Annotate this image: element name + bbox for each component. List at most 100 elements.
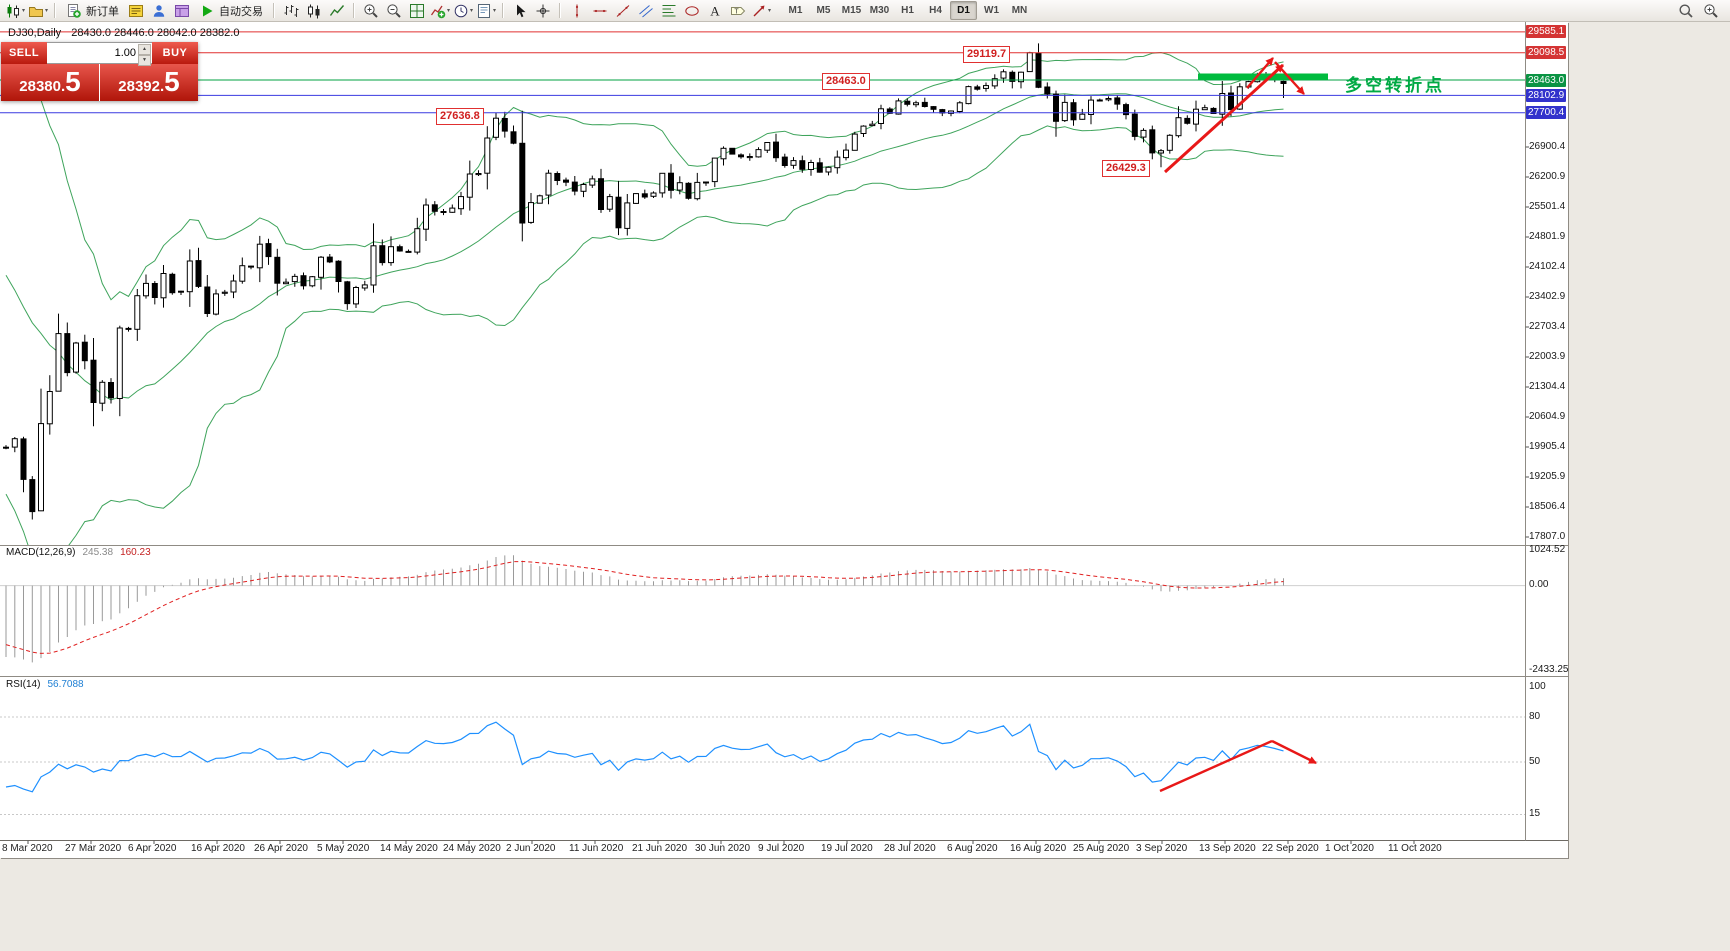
- macd-indicator-label: MACD(12,26,9) 245.38 160.23: [6, 547, 151, 558]
- chart-plot-area[interactable]: [0, 22, 1568, 858]
- rsi-name: RSI(14): [6, 679, 41, 690]
- cursor-button[interactable]: [509, 1, 531, 20]
- timeframe-mn-button[interactable]: MN: [1011, 5, 1028, 16]
- dropdown-caret-icon: ▾: [469, 8, 473, 14]
- symbol-search-button[interactable]: [1700, 1, 1722, 20]
- bar-chart-button[interactable]: [280, 1, 302, 20]
- chart-annotations: 29119.7 28463.0 27636.8 26429.3: [0, 22, 1568, 858]
- volume-field: ▲ ▼: [47, 42, 152, 66]
- autotrading-button[interactable]: 自动交易: [194, 1, 268, 20]
- zoom-out-button[interactable]: [383, 1, 405, 20]
- dropdown-caret-icon: ▾: [446, 8, 450, 14]
- volume-up-icon[interactable]: ▲: [138, 44, 151, 55]
- macd-panel: [0, 555, 1525, 663]
- fibonacci-button[interactable]: [658, 1, 680, 20]
- shapes-button[interactable]: [681, 1, 703, 20]
- autotrading-button-label: 自动交易: [219, 5, 263, 18]
- macd-signal-value: 160.23: [120, 547, 151, 558]
- crosshair-icon: [535, 3, 551, 19]
- search-icon: [1678, 3, 1694, 19]
- candlestick-chart-button[interactable]: [303, 1, 325, 20]
- zoom-in-button[interactable]: [360, 1, 382, 20]
- autotrading-icon: [199, 3, 215, 19]
- price-tag-annotation[interactable]: 26429.3: [1102, 160, 1150, 177]
- price-tag-annotation[interactable]: 28463.0: [822, 73, 870, 90]
- sell-price-button[interactable]: 28380. 5: [1, 64, 99, 101]
- metaeditor-button[interactable]: [125, 1, 147, 20]
- chart-title: DJ30,Daily 28430.0 28446.0 28042.0 28382…: [8, 27, 239, 39]
- channel-button[interactable]: [635, 1, 657, 20]
- chart-window: DJ30,Daily 28430.0 28446.0 28042.0 28382…: [0, 22, 1568, 858]
- indicators-button[interactable]: ▾: [429, 1, 451, 20]
- data-window-icon: [174, 3, 190, 19]
- vertical-line-button[interactable]: [566, 1, 588, 20]
- profiles-button[interactable]: ▾: [27, 1, 49, 20]
- bar-chart-icon: [283, 3, 299, 19]
- crosshair-button[interactable]: [532, 1, 554, 20]
- trendline-button[interactable]: [612, 1, 634, 20]
- timeframe-d1-button[interactable]: D1: [950, 1, 977, 20]
- timeframe-h1-button[interactable]: H1: [901, 5, 914, 16]
- new-order-icon: [66, 3, 82, 19]
- sell-price: 28380.: [19, 78, 66, 95]
- sell-button[interactable]: SELL: [1, 42, 47, 64]
- symbol-search-icon: [1703, 3, 1719, 19]
- svg-text:T: T: [734, 8, 739, 15]
- timeframes-toolbar: M1 M5 M15 M30 H1 H4 D1 W1 MN: [782, 1, 1033, 20]
- buy-price-button[interactable]: 28392. 5: [100, 64, 198, 101]
- tile-windows-icon: [409, 3, 425, 19]
- timeframe-w1-button[interactable]: W1: [984, 5, 999, 16]
- buy-button[interactable]: BUY: [152, 42, 198, 64]
- tile-windows-button[interactable]: [406, 1, 428, 20]
- toolbar-separator: [502, 3, 504, 18]
- turning-point-note[interactable]: 多空转折点: [1345, 76, 1445, 95]
- search-button[interactable]: [1675, 1, 1697, 20]
- line-chart-button[interactable]: [326, 1, 348, 20]
- dropdown-caret-icon: ▾: [44, 8, 48, 14]
- timeframe-m1-button[interactable]: M1: [788, 5, 803, 16]
- volume-input[interactable]: [47, 43, 152, 63]
- text-button[interactable]: A: [704, 1, 726, 20]
- periods-icon: [453, 3, 469, 19]
- main-price-panel: [0, 31, 1525, 545]
- arrows-icon: [751, 3, 767, 19]
- horizontal-line-button[interactable]: [589, 1, 611, 20]
- timeframe-m30-button[interactable]: M30: [869, 5, 890, 16]
- buy-price-pip: 5: [164, 66, 180, 97]
- macd-main-value: 245.38: [82, 547, 114, 558]
- sell-price-pip: 5: [65, 66, 81, 97]
- new-order-button-label: 新订单: [86, 5, 119, 18]
- dropdown-caret-icon: ▾: [767, 8, 771, 14]
- horizontal-line-icon: [592, 3, 608, 19]
- volume-spinner[interactable]: ▲ ▼: [138, 44, 151, 66]
- text-icon: A: [707, 3, 723, 19]
- volume-down-icon[interactable]: ▼: [138, 55, 151, 66]
- label-icon: T: [730, 3, 746, 19]
- zoom-out-icon: [386, 3, 402, 19]
- svg-text:A: A: [710, 3, 720, 18]
- templates-icon: [476, 3, 492, 19]
- timeframe-m15-button[interactable]: M15: [841, 5, 862, 16]
- vertical-line-icon: [569, 3, 585, 19]
- indicators-icon: [430, 3, 446, 19]
- new-order-button[interactable]: 新订单: [61, 1, 124, 20]
- new-chart-button[interactable]: ▾: [4, 1, 26, 20]
- candlestick-chart-icon: [306, 3, 322, 19]
- periods-button[interactable]: ▾: [452, 1, 474, 20]
- label-button[interactable]: T: [727, 1, 749, 20]
- trendline-icon: [615, 3, 631, 19]
- cursor-icon: [512, 3, 528, 19]
- macd-name: MACD(12,26,9): [6, 547, 76, 558]
- arrows-button[interactable]: ▾: [750, 1, 772, 20]
- toolbar-separator: [54, 3, 56, 18]
- price-tag-annotation[interactable]: 27636.8: [436, 108, 484, 125]
- shapes-icon: [684, 3, 700, 19]
- chart-ohlc-values: 28430.0 28446.0 28042.0 28382.0: [71, 27, 240, 39]
- timeframe-m5-button[interactable]: M5: [816, 5, 831, 16]
- metaeditor-icon: [128, 3, 144, 19]
- market-watch-button[interactable]: [148, 1, 170, 20]
- price-tag-annotation[interactable]: 29119.7: [963, 46, 1011, 63]
- timeframe-h4-button[interactable]: H4: [929, 5, 942, 16]
- templates-button[interactable]: ▾: [475, 1, 497, 20]
- data-window-button[interactable]: [171, 1, 193, 20]
